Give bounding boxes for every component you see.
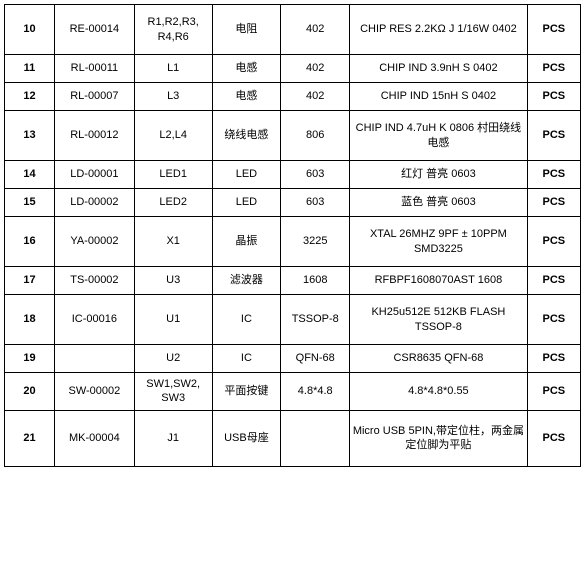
table-row: 13RL-00012L2,L4绕线电感806CHIP IND 4.7uH K 0… <box>5 111 581 161</box>
cell-unit: PCS <box>527 217 580 267</box>
cell-pkg: 402 <box>281 55 350 83</box>
cell-pkg: 1608 <box>281 267 350 295</box>
cell-pkg: 603 <box>281 161 350 189</box>
cell-partno: MK-00004 <box>54 410 134 466</box>
cell-ref: J1 <box>134 410 212 466</box>
cell-desc: CSR8635 QFN-68 <box>350 345 528 373</box>
cell-pkg: 4.8*4.8 <box>281 373 350 411</box>
cell-unit: PCS <box>527 5 580 55</box>
cell-desc: CHIP IND 15nH S 0402 <box>350 83 528 111</box>
table-row: 15LD-00002LED2LED603蓝色 普亮 0603PCS <box>5 189 581 217</box>
cell-desc: 红灯 普亮 0603 <box>350 161 528 189</box>
cell-idx: 16 <box>5 217 55 267</box>
cell-desc: CHIP IND 3.9nH S 0402 <box>350 55 528 83</box>
cell-desc: KH25u512E 512KB FLASH TSSOP-8 <box>350 295 528 345</box>
cell-desc: CHIP IND 4.7uH K 0806 村田绕线电感 <box>350 111 528 161</box>
cell-partno: RL-00012 <box>54 111 134 161</box>
cell-ref: R1,R2,R3,R4,R6 <box>134 5 212 55</box>
cell-ref: LED1 <box>134 161 212 189</box>
cell-idx: 15 <box>5 189 55 217</box>
cell-desc: XTAL 26MHZ 9PF ± 10PPM SMD3225 <box>350 217 528 267</box>
cell-pkg: TSSOP-8 <box>281 295 350 345</box>
table-row: 20SW-00002SW1,SW2,SW3平面按键4.8*4.84.8*4.8*… <box>5 373 581 411</box>
cell-ref: U3 <box>134 267 212 295</box>
cell-ref: X1 <box>134 217 212 267</box>
cell-unit: PCS <box>527 267 580 295</box>
cell-idx: 21 <box>5 410 55 466</box>
cell-type: 电感 <box>212 55 281 83</box>
cell-partno: LD-00002 <box>54 189 134 217</box>
cell-ref: L2,L4 <box>134 111 212 161</box>
table-row: 18IC-00016U1ICTSSOP-8KH25u512E 512KB FLA… <box>5 295 581 345</box>
cell-idx: 10 <box>5 5 55 55</box>
table-row: 19 U2ICQFN-68CSR8635 QFN-68PCS <box>5 345 581 373</box>
cell-partno: YA-00002 <box>54 217 134 267</box>
cell-type: USB母座 <box>212 410 281 466</box>
cell-type: IC <box>212 345 281 373</box>
cell-ref: U2 <box>134 345 212 373</box>
table-row: 12RL-00007L3电感402CHIP IND 15nH S 0402PCS <box>5 83 581 111</box>
cell-partno: RL-00011 <box>54 55 134 83</box>
cell-type: IC <box>212 295 281 345</box>
cell-idx: 18 <box>5 295 55 345</box>
cell-ref: L3 <box>134 83 212 111</box>
cell-unit: PCS <box>527 295 580 345</box>
cell-type: 滤波器 <box>212 267 281 295</box>
table-row: 10RE-00014R1,R2,R3,R4,R6电阻402CHIP RES 2.… <box>5 5 581 55</box>
cell-partno <box>54 345 134 373</box>
cell-idx: 11 <box>5 55 55 83</box>
cell-pkg: 402 <box>281 83 350 111</box>
cell-type: 平面按键 <box>212 373 281 411</box>
cell-type: LED <box>212 189 281 217</box>
cell-unit: PCS <box>527 410 580 466</box>
cell-partno: RL-00007 <box>54 83 134 111</box>
cell-partno: RE-00014 <box>54 5 134 55</box>
cell-idx: 14 <box>5 161 55 189</box>
cell-desc: 蓝色 普亮 0603 <box>350 189 528 217</box>
cell-unit: PCS <box>527 345 580 373</box>
bom-table: 10RE-00014R1,R2,R3,R4,R6电阻402CHIP RES 2.… <box>4 4 581 467</box>
cell-desc: Micro USB 5PIN,带定位柱，两金属定位脚为平贴 <box>350 410 528 466</box>
cell-partno: SW-00002 <box>54 373 134 411</box>
cell-ref: SW1,SW2,SW3 <box>134 373 212 411</box>
table-row: 17TS-00002U3滤波器1608RFBPF1608070AST 1608P… <box>5 267 581 295</box>
table-row: 21MK-00004J1USB母座 Micro USB 5PIN,带定位柱，两金属… <box>5 410 581 466</box>
cell-idx: 19 <box>5 345 55 373</box>
cell-unit: PCS <box>527 111 580 161</box>
cell-type: 电感 <box>212 83 281 111</box>
cell-ref: U1 <box>134 295 212 345</box>
cell-unit: PCS <box>527 161 580 189</box>
cell-idx: 13 <box>5 111 55 161</box>
cell-pkg: 3225 <box>281 217 350 267</box>
cell-partno: IC-00016 <box>54 295 134 345</box>
cell-unit: PCS <box>527 55 580 83</box>
cell-ref: L1 <box>134 55 212 83</box>
cell-desc: RFBPF1608070AST 1608 <box>350 267 528 295</box>
cell-desc: 4.8*4.8*0.55 <box>350 373 528 411</box>
cell-type: LED <box>212 161 281 189</box>
cell-partno: TS-00002 <box>54 267 134 295</box>
cell-pkg: 603 <box>281 189 350 217</box>
cell-pkg: 806 <box>281 111 350 161</box>
cell-unit: PCS <box>527 83 580 111</box>
table-row: 16YA-00002X1晶振3225XTAL 26MHZ 9PF ± 10PPM… <box>5 217 581 267</box>
cell-pkg: 402 <box>281 5 350 55</box>
cell-ref: LED2 <box>134 189 212 217</box>
cell-pkg <box>281 410 350 466</box>
cell-unit: PCS <box>527 189 580 217</box>
cell-type: 电阻 <box>212 5 281 55</box>
table-row: 14LD-00001LED1LED603红灯 普亮 0603PCS <box>5 161 581 189</box>
cell-unit: PCS <box>527 373 580 411</box>
cell-desc: CHIP RES 2.2KΩ J 1/16W 0402 <box>350 5 528 55</box>
cell-partno: LD-00001 <box>54 161 134 189</box>
table-row: 11RL-00011L1电感402CHIP IND 3.9nH S 0402PC… <box>5 55 581 83</box>
cell-type: 晶振 <box>212 217 281 267</box>
cell-pkg: QFN-68 <box>281 345 350 373</box>
cell-type: 绕线电感 <box>212 111 281 161</box>
cell-idx: 20 <box>5 373 55 411</box>
cell-idx: 17 <box>5 267 55 295</box>
cell-idx: 12 <box>5 83 55 111</box>
